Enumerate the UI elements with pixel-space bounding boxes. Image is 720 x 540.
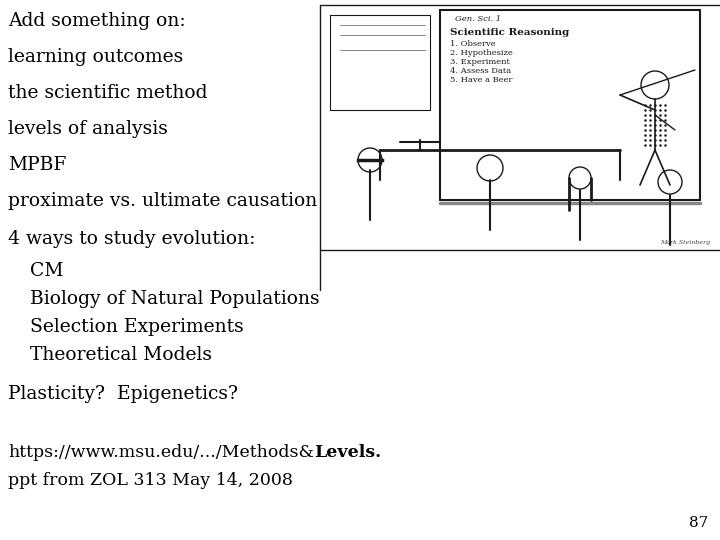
Text: 2. Hypothesize: 2. Hypothesize: [450, 49, 513, 57]
Text: ppt from ZOL 313 May 14, 2008: ppt from ZOL 313 May 14, 2008: [8, 472, 293, 489]
Text: Scientific Reasoning: Scientific Reasoning: [450, 28, 570, 37]
Text: MPBF: MPBF: [8, 156, 66, 174]
Text: 1. Observe: 1. Observe: [450, 40, 495, 48]
Text: levels of analysis: levels of analysis: [8, 120, 168, 138]
Text: Plasticity?  Epigenetics?: Plasticity? Epigenetics?: [8, 385, 238, 403]
Text: 4. Assess Data: 4. Assess Data: [450, 67, 511, 75]
Text: Levels.: Levels.: [314, 444, 381, 461]
Text: the scientific method: the scientific method: [8, 84, 207, 102]
Text: 3. Experiment: 3. Experiment: [450, 58, 510, 66]
Text: Selection Experiments: Selection Experiments: [30, 318, 244, 336]
Text: 87: 87: [689, 516, 708, 530]
Text: 5. Have a Beer: 5. Have a Beer: [450, 76, 513, 84]
Text: Theoretical Models: Theoretical Models: [30, 346, 212, 364]
Text: CM: CM: [30, 262, 63, 280]
Text: Biology of Natural Populations: Biology of Natural Populations: [30, 290, 320, 308]
Text: learning outcomes: learning outcomes: [8, 48, 184, 66]
Text: Gen. Sci. 1: Gen. Sci. 1: [455, 15, 501, 23]
Text: 4 ways to study evolution:: 4 ways to study evolution:: [8, 230, 256, 248]
Text: Add something on:: Add something on:: [8, 12, 186, 30]
Text: proximate vs. ultimate causation: proximate vs. ultimate causation: [8, 192, 318, 210]
Text: Mark Steinberg: Mark Steinberg: [660, 240, 710, 245]
Text: https://www.msu.edu/.../Methods&: https://www.msu.edu/.../Methods&: [8, 444, 314, 461]
